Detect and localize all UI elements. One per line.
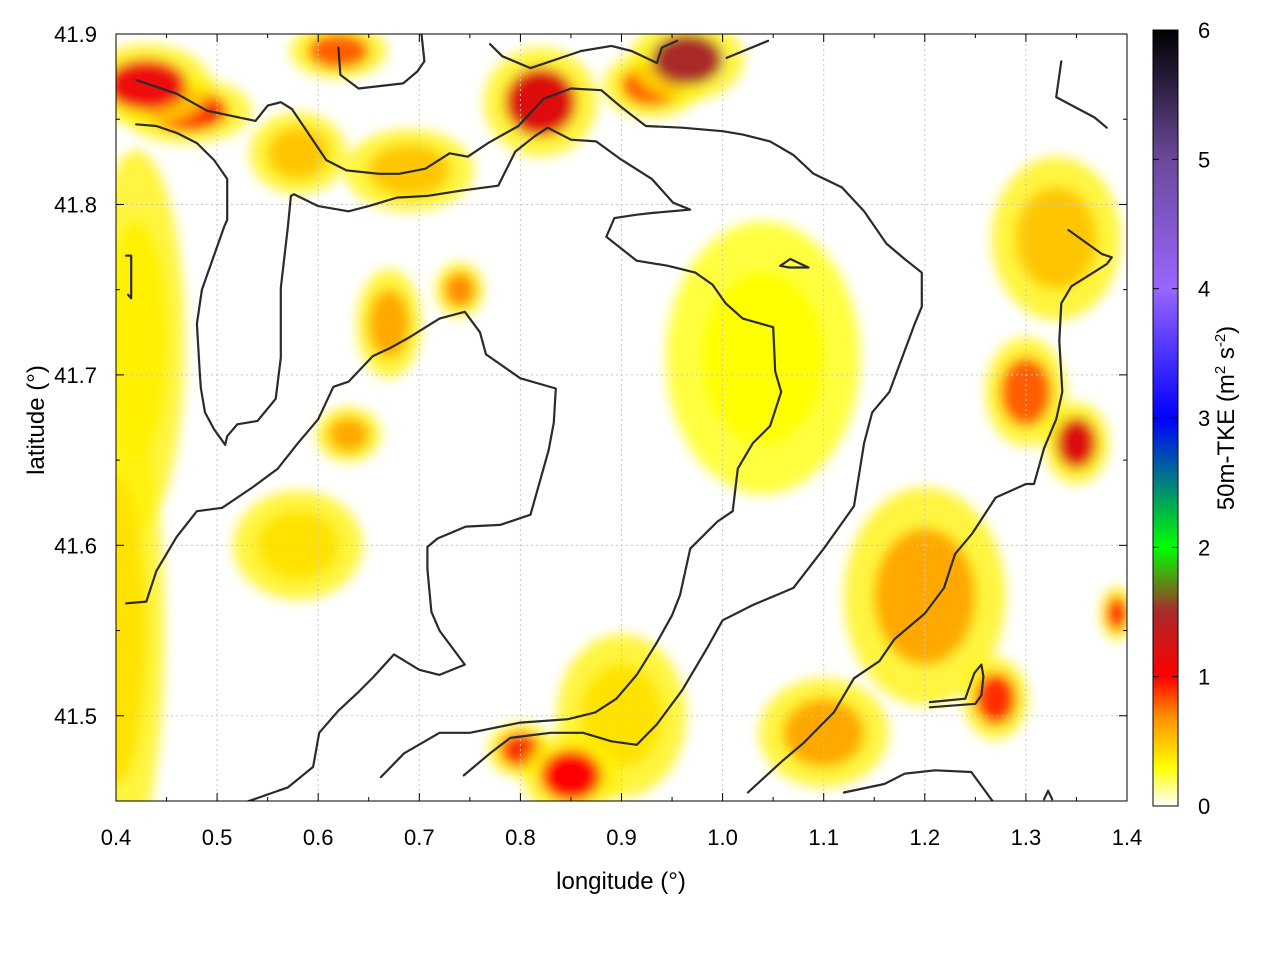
terrain-contour-line xyxy=(135,123,783,779)
tke-hotspot xyxy=(368,144,450,196)
tke-hotspot xyxy=(783,698,865,767)
terrain-contour-line xyxy=(746,228,1113,794)
terrain-contour-line xyxy=(489,39,679,70)
x-tick-label: 0.4 xyxy=(101,825,132,850)
tke-hotspot xyxy=(651,34,723,86)
x-tick-label: 1.1 xyxy=(808,825,839,850)
terrain-contour-line xyxy=(135,78,923,777)
y-tick-label: 41.5 xyxy=(54,704,97,729)
x-tick-label: 0.7 xyxy=(404,825,435,850)
tke-hotspot xyxy=(540,749,602,801)
colorbar-tick-label: 3 xyxy=(1198,406,1210,431)
x-tick-label: 1.0 xyxy=(707,825,738,850)
y-tick-label: 41.7 xyxy=(54,363,97,388)
tke-hotspot xyxy=(702,272,824,444)
colorbar-tick-label: 0 xyxy=(1198,794,1210,819)
x-tick-label: 1.3 xyxy=(1011,825,1042,850)
tke-hotspot xyxy=(267,127,329,179)
x-tick-label: 0.9 xyxy=(606,825,637,850)
colorbar-tick-label: 5 xyxy=(1198,147,1210,172)
x-tick-label: 1.4 xyxy=(1112,825,1143,850)
colorbar-tick-label: 4 xyxy=(1198,277,1210,302)
colorbar-tick-label: 1 xyxy=(1198,665,1210,690)
colorbar: 0 1 2 3 4 5 6 50m-TKE (m2 s-2) xyxy=(1152,18,1240,819)
tke-blobs xyxy=(116,34,1127,801)
x-tick-label: 0.8 xyxy=(505,825,536,850)
tke-hotspot xyxy=(874,528,976,665)
terrain-contour-line xyxy=(124,310,557,801)
colorbar-tick-label: 6 xyxy=(1198,18,1210,43)
terrain-contour-line xyxy=(928,663,985,709)
tke-hotspot xyxy=(328,417,369,452)
axis-ticks: 0.4 0.5 0.6 0.7 0.8 0.9 1.0 1.1 1.2 1.3 1.4 41.5 41.… xyxy=(54,22,1142,850)
tke-hotspot xyxy=(1000,357,1052,427)
tke-hotspot xyxy=(1056,417,1097,469)
x-tick-label: 1.2 xyxy=(910,825,941,850)
tke-hotspot xyxy=(116,477,147,784)
x-tick-label: 0.6 xyxy=(303,825,334,850)
terrain-contour-line xyxy=(725,39,770,60)
x-tick-label: 0.5 xyxy=(202,825,233,850)
tke-hotspot xyxy=(444,272,475,307)
y-tick-label: 41.9 xyxy=(54,22,97,47)
y-tick-label: 41.8 xyxy=(54,192,97,217)
terrain-contours xyxy=(124,34,1113,801)
colorbar-title: 50m-TKE (m2 s-2) xyxy=(1212,326,1240,510)
colorbar-ticks: 0 1 2 3 4 5 6 xyxy=(1153,18,1210,819)
tke-hotspot xyxy=(1106,596,1127,631)
x-axis-title: longitude (°) xyxy=(556,868,686,895)
tke-hotspot xyxy=(368,289,410,358)
tke-hotspot xyxy=(1015,187,1097,290)
tke-hotspot xyxy=(116,59,187,111)
terrain-contour-line xyxy=(842,769,994,801)
y-tick-label: 41.6 xyxy=(54,533,97,558)
tke-hotspot xyxy=(975,673,1016,725)
y-axis-title: latitude (°) xyxy=(23,365,50,475)
tke-field xyxy=(116,34,1127,801)
terrain-contour-line xyxy=(1042,789,1054,801)
terrain-contour-line xyxy=(1055,60,1108,129)
terrain-contour-line xyxy=(124,254,133,300)
terrain-contour-line xyxy=(779,257,810,269)
colorbar-tick-label: 2 xyxy=(1198,535,1210,560)
terrain-contour-line xyxy=(337,34,426,90)
